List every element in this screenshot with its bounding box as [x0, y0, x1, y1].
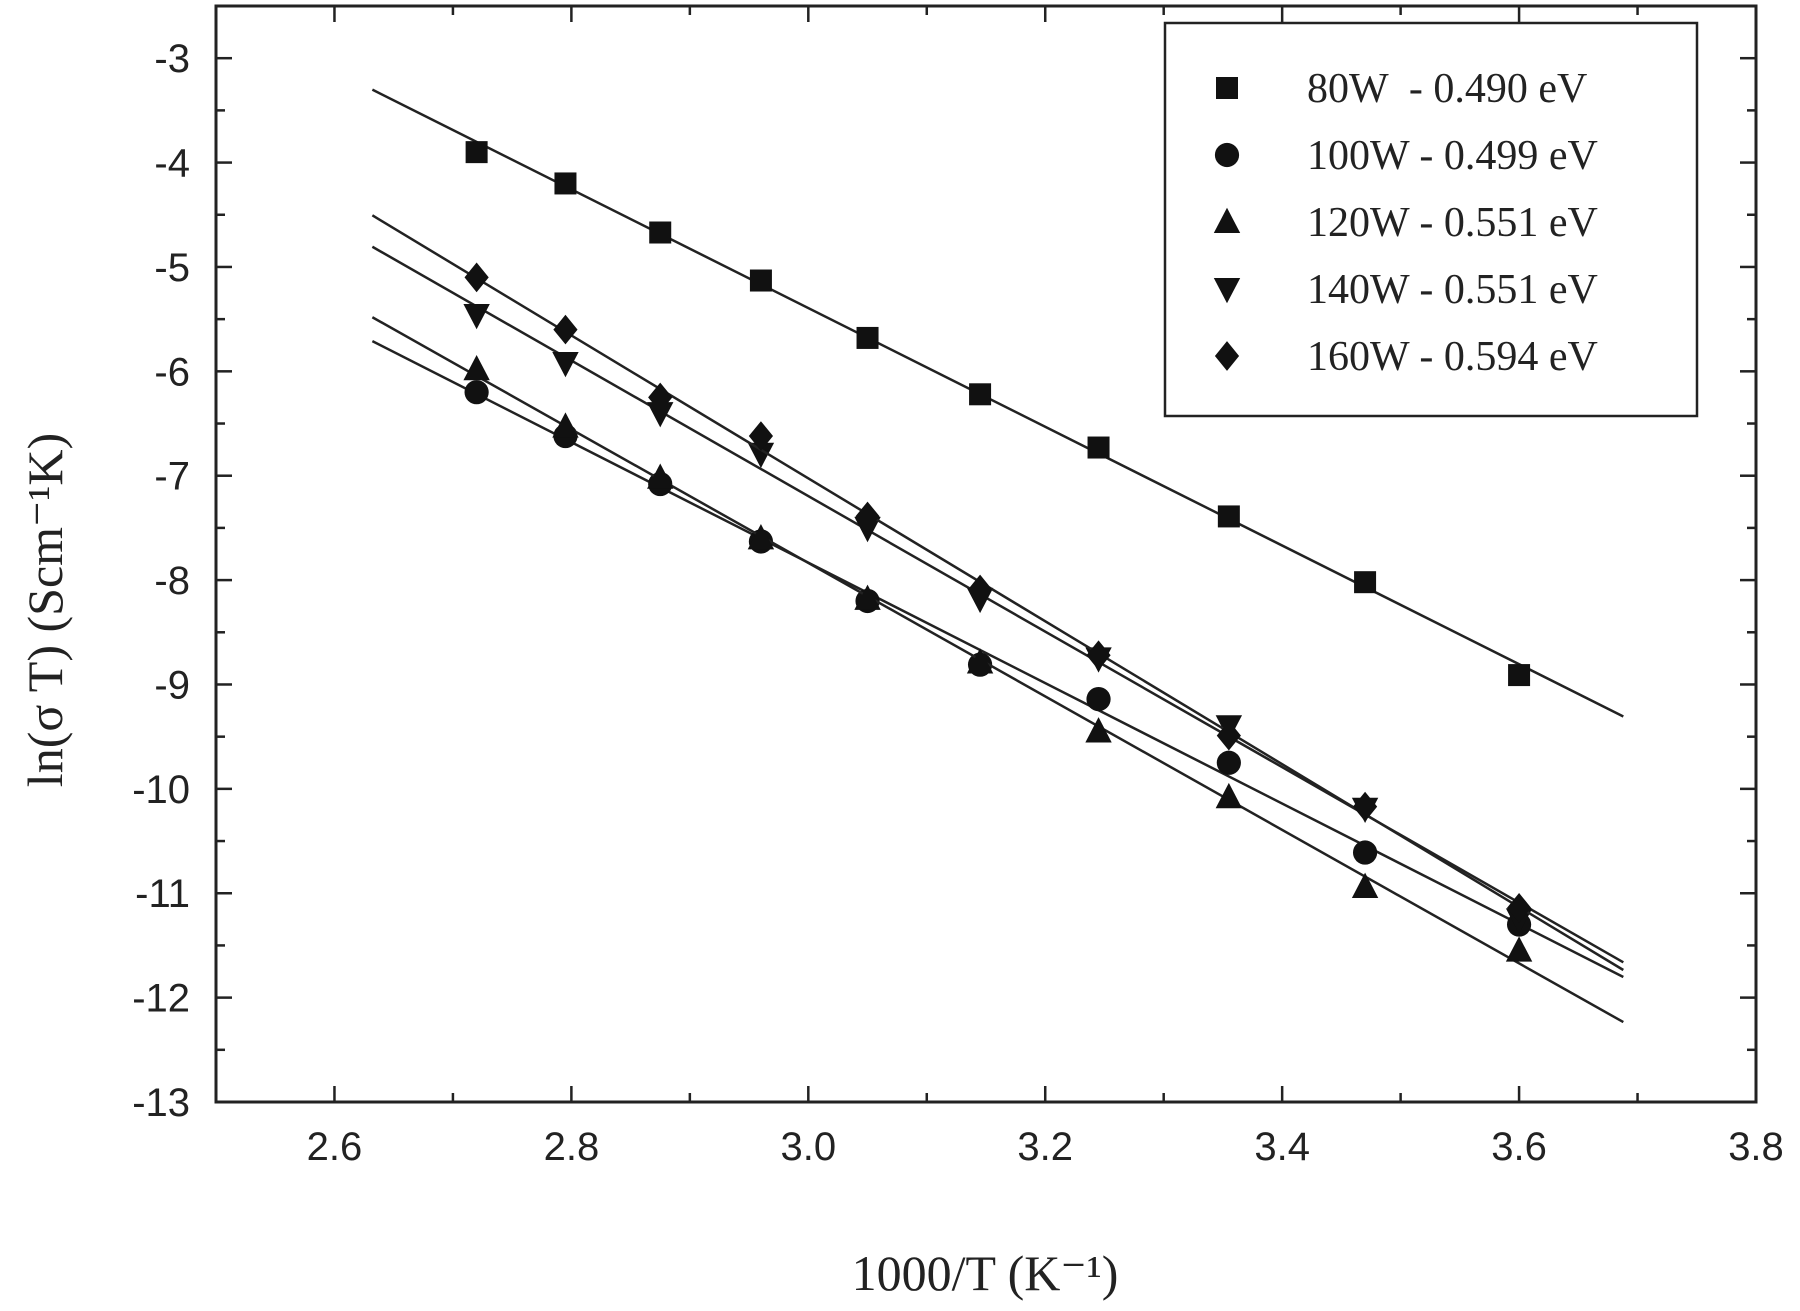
legend-label: 140W - 0.551 eV	[1307, 267, 1598, 313]
point	[1352, 840, 1378, 865]
point	[966, 648, 994, 674]
point	[1215, 782, 1243, 809]
y-tick-label: -3	[154, 37, 190, 81]
legend-marker	[1214, 142, 1240, 168]
plot-frame	[214, 4, 1758, 1104]
point	[463, 303, 490, 330]
point	[854, 584, 881, 610]
point	[747, 442, 775, 469]
legend-marker	[1214, 341, 1240, 371]
point	[1087, 436, 1110, 459]
legend-marker	[1213, 278, 1241, 304]
y-tick-label: -10	[132, 768, 190, 812]
point	[648, 382, 673, 413]
fit-line	[371, 316, 1624, 1024]
point	[856, 326, 879, 349]
point	[748, 421, 774, 451]
point	[649, 221, 672, 244]
point	[553, 314, 578, 345]
x-tick-label: 3.0	[781, 1125, 837, 1169]
point	[647, 463, 674, 489]
point	[464, 380, 489, 405]
point	[1506, 893, 1532, 923]
point	[647, 402, 674, 428]
x-axis-title: 1000/T (K⁻¹)	[852, 1245, 1119, 1301]
point	[1352, 791, 1378, 822]
y-tick-label: -12	[132, 977, 190, 1021]
x-tick-label: 3.6	[1491, 1125, 1547, 1169]
point	[855, 501, 880, 532]
x-tick-label: 2.8	[544, 1125, 600, 1169]
y-axis-title: ln(σ T) (Scm⁻¹K)	[17, 433, 73, 787]
fit-line	[371, 214, 1624, 972]
point	[747, 524, 775, 550]
point	[1086, 686, 1111, 712]
x-tick-label: 2.6	[307, 1125, 363, 1169]
point	[749, 269, 772, 292]
y-tick-label: -6	[154, 350, 190, 394]
point	[552, 412, 579, 438]
legend-label: 160W - 0.594 eV	[1307, 334, 1598, 380]
legend-label: 80W - 0.490 eV	[1307, 66, 1587, 112]
point	[1085, 717, 1112, 743]
legend-marker	[1216, 77, 1238, 99]
point	[1354, 571, 1377, 594]
point	[464, 262, 489, 293]
y-tick-label: -7	[154, 455, 190, 499]
point	[1086, 640, 1111, 671]
point	[463, 354, 490, 381]
point	[1217, 505, 1240, 528]
point	[1216, 720, 1241, 751]
legend-label: 120W - 0.551 eV	[1307, 200, 1598, 246]
x-tick-label: 3.4	[1254, 1125, 1310, 1169]
fit-line	[371, 339, 1624, 979]
y-tick-label: -9	[154, 663, 190, 707]
point	[552, 351, 579, 378]
y-tick-label: -11	[135, 872, 190, 916]
point	[1216, 750, 1241, 775]
legend-label: 100W - 0.499 eV	[1307, 133, 1598, 179]
point	[967, 574, 993, 605]
y-tick-label: -5	[154, 246, 190, 290]
point	[465, 141, 488, 164]
y-tick-label: -8	[154, 559, 190, 603]
point	[1508, 664, 1531, 687]
point	[1505, 936, 1533, 962]
fit-line	[371, 88, 1624, 718]
point	[1351, 872, 1379, 898]
x-tick-label: 3.2	[1017, 1125, 1073, 1169]
y-tick-label: -4	[154, 142, 190, 186]
point	[554, 172, 577, 195]
legend-marker	[1213, 207, 1241, 233]
legend-box	[1163, 21, 1699, 418]
point	[969, 383, 992, 406]
y-tick-label: -13	[132, 1081, 190, 1125]
x-tick-label: 3.8	[1728, 1125, 1784, 1169]
